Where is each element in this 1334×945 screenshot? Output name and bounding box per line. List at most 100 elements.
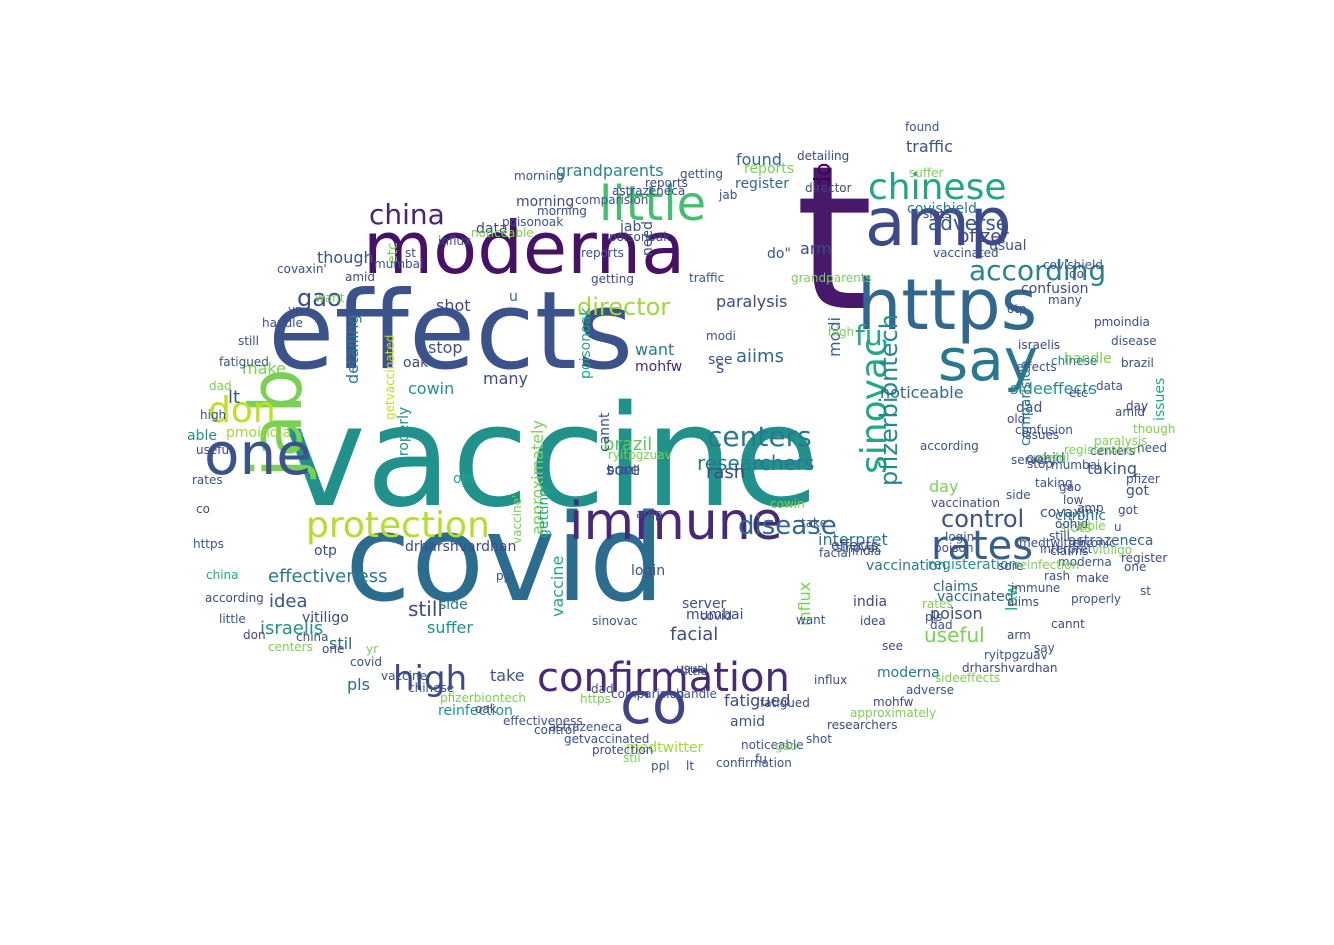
cloud-word: poisonoak [609,230,671,244]
cloud-word: moderna [1058,555,1112,569]
cloud-word: pmoindia [226,425,292,441]
cloud-word: registeration [1064,443,1141,457]
cloud-word: reports [581,246,624,260]
cloud-word: oak [475,702,497,716]
cloud-word: able [187,428,217,444]
cloud-word: influx [814,673,848,687]
cloud-word: sore [998,559,1024,573]
cloud-word: usual [676,662,709,676]
cloud-word: protection [306,505,490,546]
cloud-word: modi [706,329,736,343]
cloud-word: oohjd [1026,451,1065,467]
cloud-word: jab [719,188,738,202]
cloud-word: getvaccinated [383,334,397,420]
cloud-word: register [735,176,789,192]
cloud-word: yr [288,303,301,317]
cloud-word: sinovac [836,541,882,555]
cloud-word: mumbai [1051,458,1101,472]
cloud-word: amp [865,184,1012,261]
cloud-word: little [681,664,708,678]
cloud-word: sideeffects [935,671,1001,685]
cloud-word: got [1126,483,1149,499]
cloud-word: detailing [797,149,850,163]
cloud-word: cannt [597,412,613,452]
cloud-word: disease [738,511,837,541]
cloud-word: mohfw [873,695,914,709]
cloud-word: amid [730,714,765,730]
cloud-word: sinovac [592,614,638,628]
cloud-word: day [1126,399,1149,413]
cloud-word: india [852,544,882,558]
cloud-word: interpret [818,530,888,549]
cloud-word: claims [933,579,978,595]
cloud-word: medtwitter [1019,536,1086,550]
cloud-word: found [905,120,940,134]
cloud-word: many [1048,293,1082,307]
cloud-word: vitiligo [1092,543,1133,557]
cloud-word: issues [1022,428,1060,442]
cloud-word: getting [680,167,723,181]
cloud-word: rash [1044,569,1071,583]
cloud-word: taking [1035,476,1073,490]
cloud-word: want [635,340,675,359]
cloud-word: rates [192,473,223,487]
cloud-word: getting [591,272,634,286]
cloud-word: amid [1115,405,1145,419]
cloud-word: low [1063,493,1084,507]
cloud-word: ryitpgzuav [984,648,1048,662]
cloud-word: fatigued [219,355,269,369]
cloud-word: pmoindia [1094,315,1150,329]
cloud-word: one [204,420,312,488]
cloud-word: idea [860,614,886,628]
cloud-word: still [238,334,259,348]
cloud-word: grandparents [791,271,872,285]
cloud-word: https [193,537,224,551]
cloud-word: idea [269,591,308,612]
cloud-word: covid [700,609,732,623]
cloud-word: login [631,563,666,579]
cloud-word: poison [934,541,974,555]
cloud-word: confirmation [716,756,792,770]
cloud-word: side [439,597,468,613]
cloud-word: stop [1027,457,1053,471]
cloud-word: u [509,289,518,305]
cloud-word: pls [347,675,370,694]
cloud-word: still [408,597,443,621]
cloud-word: side [1006,488,1031,502]
cloud-word: morning [516,194,575,210]
cloud-word: still [1049,529,1070,543]
cloud-word: useful [924,623,985,647]
cloud-word: ppl [496,569,515,583]
cloud-word: properly [396,406,412,465]
cloud-word: see [882,639,904,653]
cloud-word: taking [1087,459,1138,478]
cloud-word: though [317,248,374,267]
cloud-word: see [708,352,733,368]
cloud-word: confusion [1015,423,1073,437]
cloud-word: found [736,150,782,169]
cloud-word: pfizer [1126,472,1160,486]
cloud-word: login [945,530,975,544]
cloud-word: control [941,505,1025,533]
cloud-word: one [1124,560,1147,574]
cloud-word: do' [1069,267,1088,281]
cloud-word: don [208,390,276,431]
cloud-word: jab [620,219,642,235]
cloud-word: co [620,669,688,737]
cloud-word: shot [436,296,471,315]
cloud-word: make [1076,571,1109,585]
cloud-word: say [1034,641,1055,655]
cloud-word: researchers [697,451,815,475]
cloud-word: u [1114,520,1122,534]
cloud-word: reports [645,176,688,190]
cloud-word: director [805,181,852,195]
cloud-word: stil [623,751,641,765]
cloud-word: t [795,123,874,356]
cloud-word: mumbai [374,257,424,271]
cloud-word: brazil [1121,356,1154,370]
cloud-word: register [1121,551,1168,565]
cloud-word: otp [1007,302,1027,316]
cloud-word: moderna [877,665,940,681]
cloud-word: adverse [906,683,955,697]
cloud-word: morning [514,169,564,183]
